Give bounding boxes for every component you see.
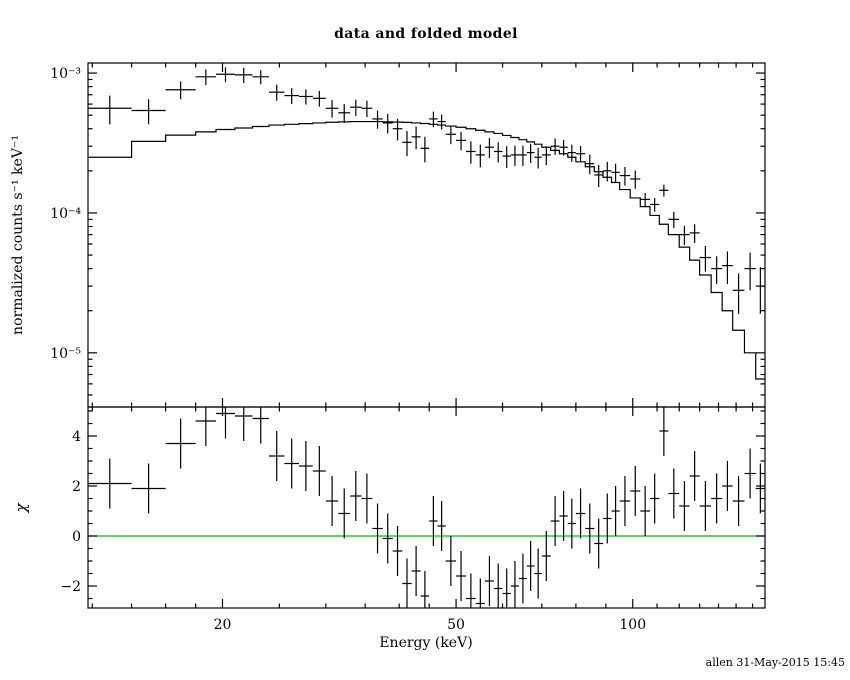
bottom-y-axis-label: χ xyxy=(12,503,30,514)
y-tick-label: 0 xyxy=(72,529,81,545)
bottom-panel-frame xyxy=(87,406,766,609)
top-panel-frame xyxy=(87,62,766,408)
top-y-axis-label: normalized counts s⁻¹ keV⁻¹ xyxy=(10,135,26,335)
x-tick-label: 20 xyxy=(214,617,232,633)
top-panel-data xyxy=(88,67,765,380)
y-tick-label: 10⁻⁴ xyxy=(50,206,81,222)
y-tick-label: 2 xyxy=(72,479,81,495)
chart-layer: 20 50 100 10⁻³ 10⁻⁴ 10⁻⁵ −2 0 2 4 xyxy=(50,62,766,633)
footer-stamp: allen 31-May-2015 15:45 xyxy=(706,656,845,669)
x-tick-label: 100 xyxy=(619,617,646,633)
chart-title: data and folded model xyxy=(334,26,518,42)
x-axis-label: Energy (keV) xyxy=(379,635,472,651)
y-tick-label: 4 xyxy=(72,429,81,445)
y-tick-label: 10⁻⁵ xyxy=(50,346,81,362)
x-tick-label: 50 xyxy=(447,617,465,633)
y-tick-label: 10⁻³ xyxy=(50,66,81,82)
model-step-line xyxy=(88,120,765,380)
bottom-panel-data xyxy=(88,407,765,608)
y-tick-label: −2 xyxy=(60,579,81,595)
